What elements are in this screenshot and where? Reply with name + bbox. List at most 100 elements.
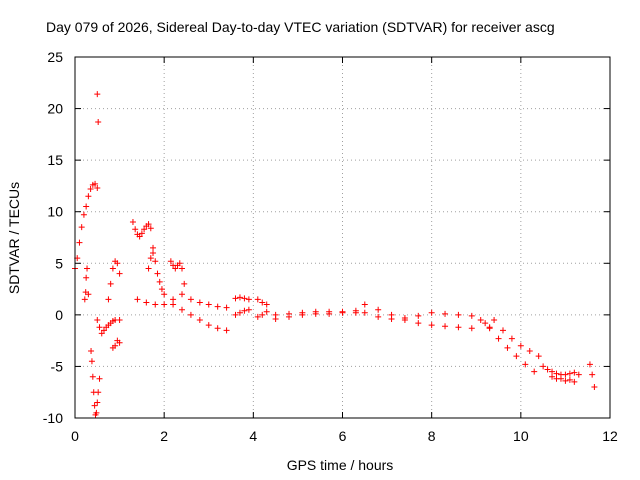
series-segment_4p2: [254, 296, 270, 308]
data-point: [89, 373, 96, 380]
tick-labels: 0 2 4 6 8 10 12 -10 -5 0 5 10 15 20 25: [43, 49, 618, 444]
data-point: [107, 280, 114, 287]
data-point: [95, 118, 102, 125]
data-point: [589, 371, 596, 378]
data-point: [562, 377, 569, 384]
series-segment_3p7_low: [232, 306, 252, 318]
data-point: [549, 373, 556, 380]
data-point: [187, 296, 194, 303]
series-rebound_c: [109, 337, 123, 351]
data-points: [72, 91, 598, 418]
data-point: [442, 323, 449, 330]
data-point: [553, 370, 560, 377]
series-mid_band_low: [361, 309, 475, 332]
data-point: [100, 327, 107, 334]
x-tick-label: 12: [602, 428, 618, 444]
data-point: [575, 371, 582, 378]
data-point: [179, 265, 185, 272]
data-point: [167, 258, 174, 265]
series-tail: [586, 361, 598, 391]
data-point: [205, 322, 212, 329]
data-point: [161, 301, 168, 308]
data-point: [549, 368, 556, 375]
series-end_cluster: [540, 363, 582, 378]
data-point: [254, 296, 261, 303]
data-point: [486, 325, 493, 332]
data-point: [109, 265, 116, 272]
data-point: [94, 317, 101, 324]
data-point: [339, 309, 346, 316]
data-point: [500, 327, 506, 334]
data-point: [116, 339, 123, 346]
data-point: [223, 304, 230, 311]
data-point: [259, 299, 266, 306]
data-point: [361, 301, 368, 308]
data-point: [152, 301, 159, 308]
series-early_sparse: [81, 265, 92, 303]
data-point: [223, 327, 230, 334]
data-point: [181, 280, 188, 287]
data-point: [455, 324, 462, 331]
data-point: [170, 296, 177, 303]
data-point: [241, 295, 248, 302]
series-dip: [88, 347, 103, 418]
series-bump_1p5: [129, 219, 157, 251]
data-point: [80, 211, 87, 218]
data-point: [85, 193, 92, 200]
data-point: [161, 291, 168, 298]
data-point: [557, 375, 564, 382]
data-point: [92, 180, 99, 187]
data-point: [513, 353, 520, 360]
data-point: [150, 249, 157, 256]
data-point: [232, 311, 239, 318]
data-point: [415, 320, 422, 327]
data-point: [352, 309, 359, 316]
data-point: [415, 312, 422, 319]
y-tick-label: 10: [47, 204, 63, 220]
data-point: [95, 389, 102, 396]
data-point: [145, 221, 152, 228]
data-point: [83, 203, 90, 210]
data-point: [85, 291, 92, 298]
grid: [75, 57, 610, 418]
data-point: [96, 324, 103, 331]
x-tick-label: 8: [428, 428, 436, 444]
data-point: [535, 353, 542, 360]
data-point: [152, 258, 159, 265]
data-point: [468, 325, 475, 332]
y-tick-label: -5: [51, 358, 64, 374]
data-point: [477, 317, 484, 324]
series-bump_2p3: [167, 258, 188, 287]
data-point: [272, 315, 279, 322]
data-point: [442, 310, 449, 317]
data-point: [187, 311, 194, 318]
y-tick-label: 15: [47, 152, 63, 168]
data-point: [76, 239, 83, 246]
y-tick-label: 0: [55, 307, 63, 323]
data-point: [87, 186, 94, 193]
data-point: [170, 301, 177, 308]
data-point: [401, 317, 408, 324]
series-rebound_a: [94, 317, 123, 337]
data-point: [326, 310, 333, 317]
data-point: [263, 301, 270, 308]
series-decline: [491, 317, 542, 360]
data-point: [132, 226, 139, 233]
data-point: [245, 296, 252, 303]
data-point: [540, 363, 547, 370]
series-plateau_low: [272, 309, 359, 322]
data-point: [254, 313, 261, 320]
data-point: [245, 306, 252, 313]
data-point: [78, 224, 85, 231]
data-point: [236, 309, 243, 316]
series-band_mid: [134, 291, 230, 311]
series-rise_to_peak: [72, 180, 101, 272]
data-point: [91, 402, 98, 409]
data-point: [83, 274, 90, 281]
data-point: [299, 311, 306, 318]
plot-frame: [74, 56, 611, 419]
series-segment_3p7: [232, 294, 252, 303]
y-axis-title: SDTVAR / TECUs: [6, 182, 22, 294]
data-point: [286, 313, 292, 320]
